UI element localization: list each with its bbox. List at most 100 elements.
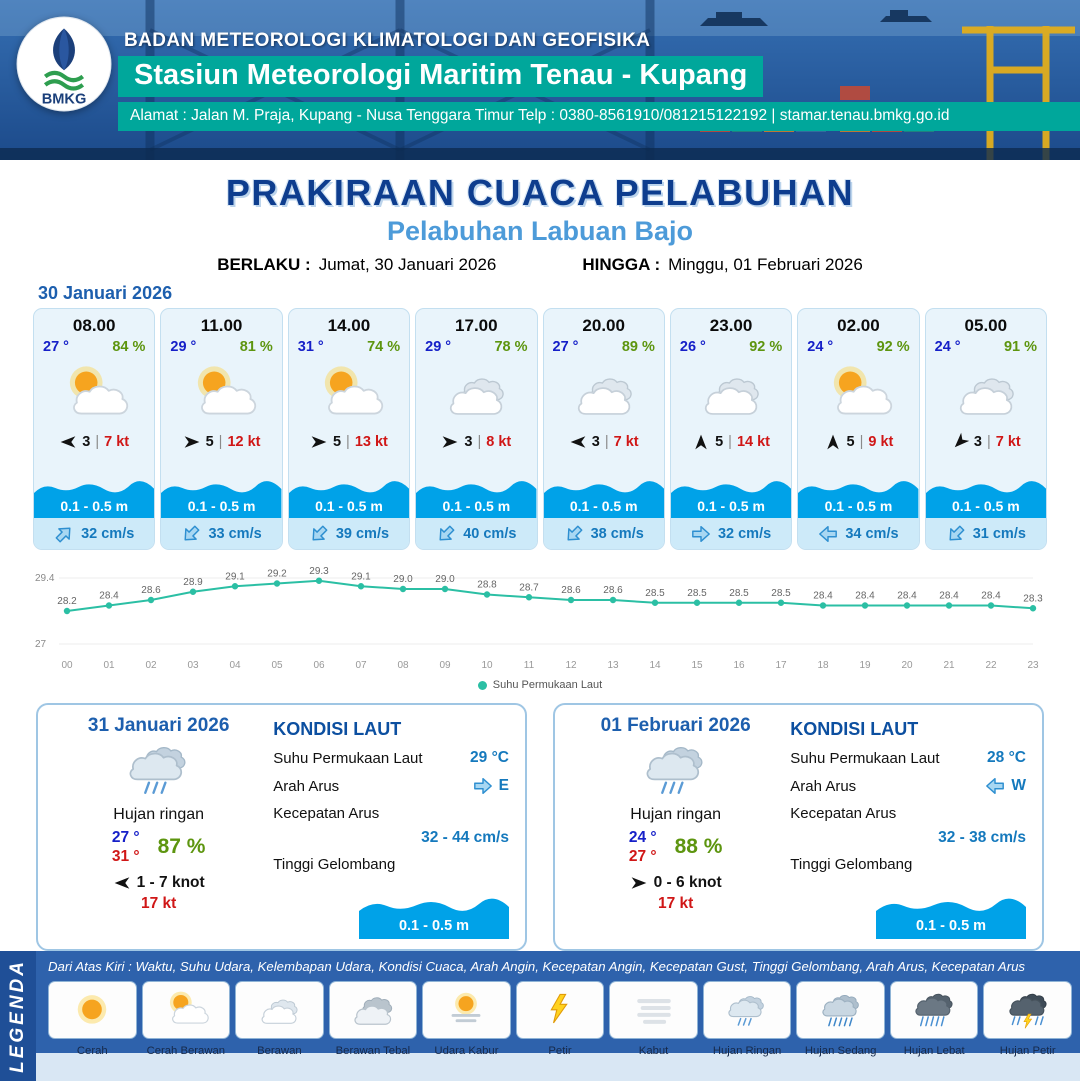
temp-humidity-row: 27 ° 89 % — [544, 336, 664, 355]
bmkg-logo: BMKG — [16, 16, 112, 112]
wind-row: 5 | 9 kt — [824, 433, 894, 451]
validity-row: BERLAKU : Jumat, 30 Januari 2026 HINGGA … — [0, 255, 1080, 275]
sst-label: Suhu Permukaan Laut — [790, 749, 940, 767]
svg-text:28.4: 28.4 — [99, 591, 119, 602]
current-speed: 38 cm/s — [590, 525, 644, 542]
wave-height: 0.1 - 0.5 m — [187, 498, 256, 514]
daily-temp-range: 24 ° 27 ° — [629, 828, 657, 867]
separator: | — [346, 434, 350, 450]
humidity: 92 % — [749, 339, 783, 355]
temp-humidity-row: 24 ° 92 % — [798, 336, 918, 355]
wave-graphic-icon — [416, 481, 537, 518]
humidity: 92 % — [876, 339, 910, 355]
weather-icon — [437, 355, 515, 433]
wind-direction-icon — [441, 433, 459, 451]
air-temperature: 24 ° — [807, 339, 834, 355]
wind-direction-icon — [59, 433, 77, 451]
svg-text:01: 01 — [103, 660, 115, 671]
daily-wind-row: 0 - 6 knot — [630, 874, 722, 892]
wind-row: 5 | 14 kt — [692, 433, 770, 451]
legend-item-label: Hujan Ringan — [712, 1045, 782, 1057]
wind-row: 3 | 7 kt — [59, 433, 129, 451]
svg-text:28.2: 28.2 — [57, 596, 77, 607]
wave-height-band: 0.1 - 0.5 m — [288, 478, 410, 518]
current-row: 39 cm/s — [288, 518, 410, 549]
legend-weather-icon — [235, 981, 324, 1039]
daily-condition: Hujan ringan — [113, 806, 205, 823]
wave-badge: 0.1 - 0.5 m — [359, 895, 509, 939]
current-direction-icon — [436, 524, 456, 544]
current-direction-icon — [309, 524, 329, 544]
wave-height-band: 0.1 - 0.5 m — [416, 478, 537, 518]
wave-graphic-icon — [876, 898, 1026, 939]
svg-text:28.4: 28.4 — [981, 591, 1001, 602]
forecast-time: 14.00 — [327, 316, 371, 335]
svg-text:12: 12 — [565, 660, 577, 671]
gust-speed: 12 kt — [227, 434, 261, 450]
sst-row: Suhu Permukaan Laut 28 °C — [790, 749, 1026, 767]
forecast-card: 17.00 29 ° 78 % 3 | 8 kt 0.1 - 0.5 m 40 … — [415, 308, 538, 550]
wave-row: Tinggi Gelombang — [273, 856, 509, 873]
svg-text:11: 11 — [524, 660, 535, 671]
gust-speed: 13 kt — [354, 434, 388, 450]
legend-item: Hujan Lebat — [889, 981, 979, 1057]
sst-row: Suhu Permukaan Laut 29 °C — [273, 749, 509, 767]
gust-speed: 7 kt — [995, 434, 1021, 450]
legend-weather-icon — [422, 981, 511, 1039]
legend-item-label: Udara Kabur — [434, 1045, 499, 1057]
current-row: 31 cm/s — [925, 518, 1046, 549]
separator: | — [218, 434, 223, 450]
temp-humidity-row: 31 ° 74 % — [289, 336, 409, 355]
gust-speed: 9 kt — [868, 434, 894, 450]
humidity: 81 % — [239, 339, 273, 355]
current-speed: 32 cm/s — [717, 525, 772, 542]
wave-height-band: 0.1 - 0.5 m — [161, 478, 282, 518]
forecast-time: 17.00 — [455, 316, 498, 335]
legend-item: Petir — [515, 981, 605, 1057]
port-name: Pelabuhan Labuan Bajo — [386, 216, 694, 246]
separator: | — [95, 434, 100, 450]
wave-height: 0.1 - 0.5 m — [315, 498, 383, 514]
legend-item-label: Petir — [548, 1045, 572, 1057]
separator: | — [477, 434, 482, 450]
bmkg-logo-text: BMKG — [42, 92, 87, 108]
legend-weather-icon — [328, 981, 418, 1039]
legend-weather-icon — [515, 981, 605, 1039]
forecast-time: 02.00 — [837, 316, 880, 335]
svg-text:10: 10 — [481, 660, 493, 671]
legend-weather-icon — [609, 981, 698, 1039]
current-direction-label: Arah Arus — [273, 777, 340, 795]
forecast-time: 20.00 — [582, 316, 625, 335]
legend-item-label: Berawan — [257, 1045, 302, 1057]
daily-date: 31 Januari 2026 — [87, 715, 230, 736]
current-speed-label: Kecepatan Arus — [273, 805, 380, 822]
current-row: 40 cm/s — [416, 518, 537, 549]
sst-chart: 29.4 27 28.2 00 28.4 01 28.6 02 28.9 03 29.1 04 29.2… — [33, 560, 1047, 691]
svg-text:19: 19 — [859, 660, 871, 671]
daily-humidity: 88 % — [674, 835, 723, 859]
sea-condition-panel: KONDISI LAUT Suhu Permukaan Laut 29 °C A… — [263, 715, 509, 939]
air-temperature: 29 ° — [170, 339, 197, 355]
legend-title-band: LEGENDA — [0, 951, 36, 1081]
sst-label: Suhu Permukaan Laut — [273, 749, 423, 767]
wave-height: 0.1 - 0.5 m — [60, 498, 129, 514]
wave-graphic-icon — [359, 898, 509, 939]
current-direction-icon — [691, 524, 711, 544]
valid-value: Jumat, 30 Januari 2026 — [318, 255, 497, 274]
svg-text:13: 13 — [607, 660, 619, 671]
gust-speed: 7 kt — [613, 434, 639, 450]
wind-row: 5 | 13 kt — [310, 433, 388, 451]
svg-text:29.0: 29.0 — [435, 574, 455, 585]
legend-item-label: Hujan Lebat — [903, 1045, 965, 1057]
daily-temps-row: 24 ° 27 ° 88 % — [629, 828, 723, 867]
gust-speed: 8 kt — [486, 434, 512, 450]
current-speed: 40 cm/s — [463, 525, 517, 542]
wave-height-band: 0.1 - 0.5 m — [34, 478, 155, 518]
wind-speed: 3 — [82, 434, 91, 450]
daily-temp-max: 31 ° — [111, 848, 140, 866]
svg-text:04: 04 — [229, 660, 241, 671]
svg-text:29.3: 29.3 — [309, 566, 329, 577]
sst-value: 28 °C — [987, 749, 1026, 766]
svg-text:02: 02 — [145, 660, 157, 671]
svg-text:22: 22 — [985, 660, 997, 671]
